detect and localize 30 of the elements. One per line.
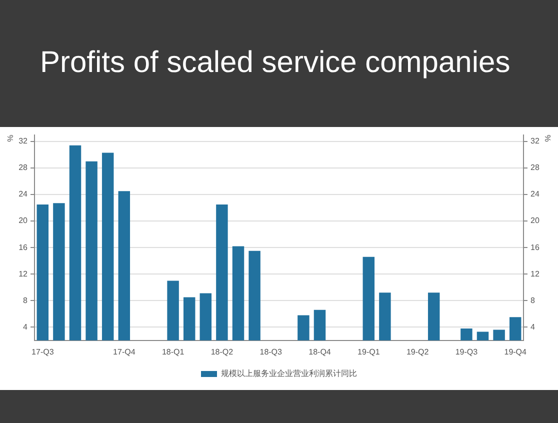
y-axis-title: % <box>6 134 16 142</box>
y2-tick-label: 16 <box>530 242 540 252</box>
chart-title: Profits of scaled service companies <box>40 46 510 80</box>
y-tick-label: 16 <box>18 242 28 252</box>
y2-tick-label: 28 <box>530 163 540 172</box>
x-tick-label: 18-Q2 <box>210 347 234 356</box>
x-tick-label: 17-Q3 <box>32 347 54 356</box>
y-tick-label: 20 <box>18 216 28 226</box>
y-tick-label: 8 <box>23 296 28 305</box>
y-tick-label: 32 <box>18 136 28 146</box>
x-tick-label: 19-Q4 <box>504 347 528 356</box>
legend-label: 规模以上服务业企业营业利润累计同比 <box>221 369 357 378</box>
x-tick-label: 19-Q1 <box>358 347 380 356</box>
y2-tick-label: 20 <box>530 216 540 226</box>
x-tick-label: 19-Q3 <box>455 347 478 356</box>
x-tick-label: 18-Q3 <box>260 347 283 356</box>
y-tick-label: 4 <box>23 322 28 332</box>
x-tick-label: 17-Q4 <box>113 347 136 356</box>
y2-axis-title: % <box>542 134 552 142</box>
x-tick-label: 18-Q1 <box>162 347 185 356</box>
y-tick-label: 28 <box>18 163 28 172</box>
y2-tick-label: 8 <box>530 296 536 305</box>
x-tick-label: 19-Q2 <box>406 347 430 356</box>
y2-tick-label: 4 <box>530 322 536 332</box>
x-tick-label: 18-Q4 <box>308 347 332 356</box>
y-tick-label: 24 <box>18 190 28 199</box>
y2-tick-label: 12 <box>530 269 540 278</box>
y2-tick-label: 24 <box>530 190 540 199</box>
y2-tick-label: 32 <box>530 136 540 146</box>
y-tick-label: 12 <box>18 269 28 278</box>
